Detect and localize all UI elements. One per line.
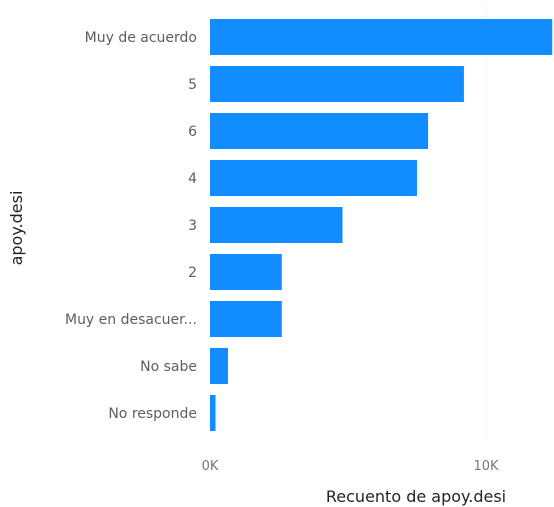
bars [210, 19, 553, 431]
category-label: 4 [188, 171, 197, 187]
category-label: Muy de acuerdo [85, 30, 197, 46]
bar[interactable] [210, 113, 429, 149]
category-label: 2 [188, 265, 197, 281]
bar[interactable] [210, 301, 282, 337]
bar[interactable] [210, 160, 417, 196]
category-label: Muy en desacuer... [65, 312, 197, 328]
category-label: No responde [108, 406, 197, 422]
category-labels: Muy de acuerdo 5 6 4 3 2 Muy en desacuer... No … [65, 30, 197, 422]
x-tick-label: 10K [473, 459, 499, 474]
x-axis-title: Recuento de apoy.desi [326, 487, 506, 506]
category-label: 6 [188, 124, 197, 140]
bar[interactable] [210, 207, 343, 243]
category-label: 3 [188, 218, 197, 234]
category-label: No sabe [140, 359, 197, 375]
bar[interactable] [210, 19, 553, 55]
bar[interactable] [210, 348, 228, 384]
x-tick-label: 0K [202, 459, 219, 474]
category-label: 5 [188, 77, 197, 93]
bar[interactable] [210, 395, 216, 431]
y-axis-title: apoy.desi [7, 191, 26, 266]
bar[interactable] [210, 254, 282, 290]
bar[interactable] [210, 66, 464, 102]
x-tick-labels: 0K 10K [202, 459, 499, 474]
